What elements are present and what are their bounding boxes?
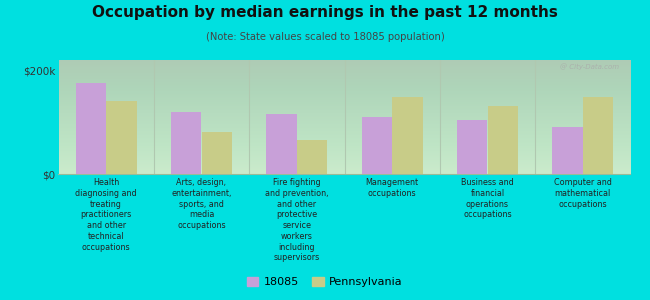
Bar [297,140,328,174]
Bar [75,83,106,174]
Text: @ City-Data.com: @ City-Data.com [560,63,619,70]
Bar [106,101,136,174]
Bar [266,114,297,174]
Bar [171,112,202,174]
Text: (Note: State values scaled to 18085 population): (Note: State values scaled to 18085 popu… [205,32,445,41]
Bar [583,97,614,174]
Bar [552,128,583,174]
Bar [457,120,488,174]
Text: Occupation by median earnings in the past 12 months: Occupation by median earnings in the pas… [92,4,558,20]
Bar [361,117,392,174]
Bar [488,106,518,174]
Bar [392,97,422,174]
Bar [202,131,232,174]
Legend: 18085, Pennsylvania: 18085, Pennsylvania [243,272,407,291]
